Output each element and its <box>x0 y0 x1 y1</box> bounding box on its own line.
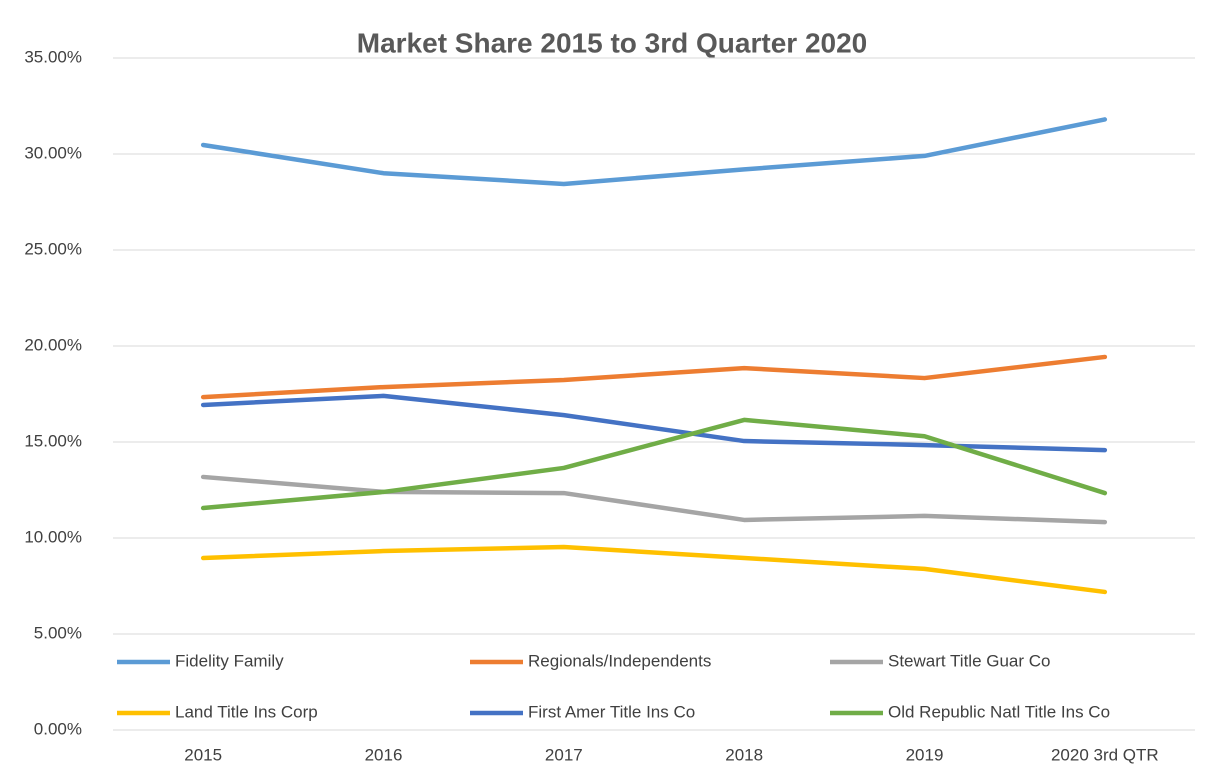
x-tick-label: 2017 <box>545 745 583 764</box>
legend-label: Fidelity Family <box>175 651 284 670</box>
legend-label: Regionals/Independents <box>528 651 711 670</box>
y-tick-label: 5.00% <box>34 623 82 642</box>
series-line <box>200 544 1108 595</box>
y-tick-label: 10.00% <box>24 527 82 546</box>
legend-label: Stewart Title Guar Co <box>888 651 1051 670</box>
chart-title: Market Share 2015 to 3rd Quarter 2020 <box>357 27 867 58</box>
y-tick-label: 15.00% <box>24 431 82 450</box>
y-tick-label: 35.00% <box>24 47 82 66</box>
y-tick-label: 25.00% <box>24 239 82 258</box>
series-line <box>200 117 1108 187</box>
y-tick-label: 0.00% <box>34 719 82 738</box>
series-line <box>200 354 1108 400</box>
series-line <box>200 417 1108 511</box>
x-tick-label: 2020 3rd QTR <box>1051 745 1159 764</box>
legend-label: Old Republic Natl Title Ins Co <box>888 702 1110 721</box>
x-tick-label: 2018 <box>725 745 763 764</box>
x-tick-label: 2016 <box>365 745 403 764</box>
y-tick-label: 30.00% <box>24 143 82 162</box>
y-tick-label: 20.00% <box>24 335 82 354</box>
series-line <box>200 474 1108 525</box>
legend-label: First Amer Title Ins Co <box>528 702 695 721</box>
x-tick-label: 2019 <box>906 745 944 764</box>
x-tick-label: 2015 <box>184 745 222 764</box>
legend-label: Land Title Ins Corp <box>175 702 318 721</box>
